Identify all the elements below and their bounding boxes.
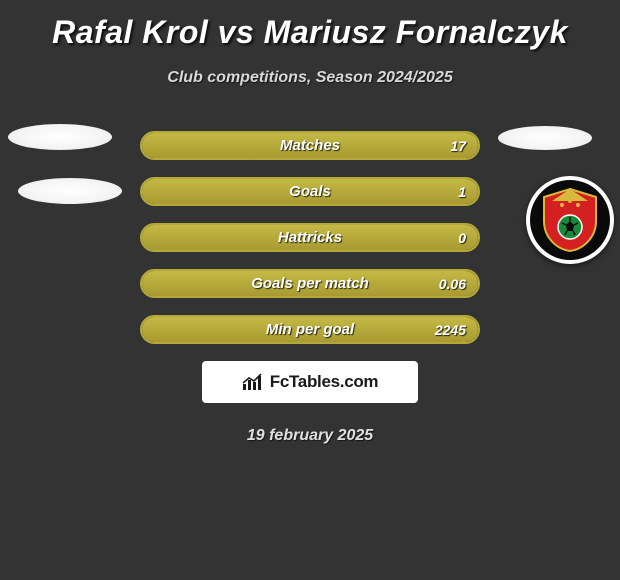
stat-label: Matches: [142, 133, 478, 158]
stat-label: Min per goal: [142, 317, 478, 342]
stat-row: Hattricks 0: [140, 223, 480, 252]
stat-row: Min per goal 2245: [140, 315, 480, 344]
brand-box: FcTables.com: [202, 361, 418, 403]
comparison-date: 19 february 2025: [0, 427, 620, 445]
stat-value: 17: [450, 133, 466, 158]
stat-label: Hattricks: [142, 225, 478, 250]
stat-row: Matches 17: [140, 131, 480, 160]
comparison-title: Rafal Krol vs Mariusz Fornalczyk: [0, 0, 620, 51]
stat-label: Goals per match: [142, 271, 478, 296]
stats-list: Matches 17 Goals 1 Hattricks 0 Goals per…: [0, 131, 620, 344]
comparison-subtitle: Club competitions, Season 2024/2025: [0, 69, 620, 87]
stat-label: Goals: [142, 179, 478, 204]
stat-row: Goals per match 0.06: [140, 269, 480, 298]
stat-value: 2245: [435, 317, 466, 342]
stat-value: 0: [458, 225, 466, 250]
stat-value: 0.06: [439, 271, 466, 296]
stat-row: Goals 1: [140, 177, 480, 206]
bar-chart-icon: [242, 372, 264, 392]
brand-label: FcTables.com: [270, 372, 379, 392]
stat-value: 1: [458, 179, 466, 204]
